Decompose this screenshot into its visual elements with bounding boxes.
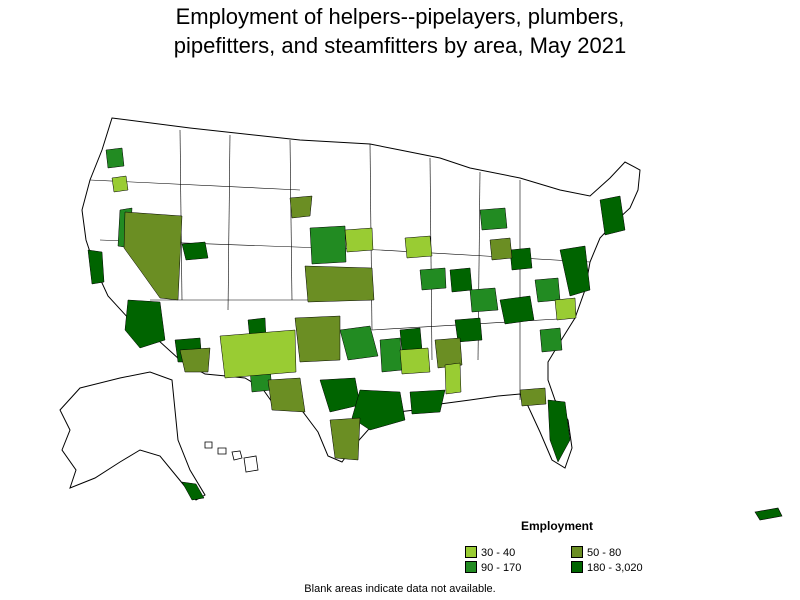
alaska-shaded-area	[181, 481, 205, 501]
legend-label-50-80: 50 - 80	[587, 547, 622, 559]
puerto-rico	[754, 507, 783, 521]
legend-item-180-3020: 180 - 3,020	[571, 561, 643, 575]
blank-areas-note: Blank areas indicate data not available.	[304, 583, 496, 595]
legend-title: Employment	[521, 519, 594, 533]
hawaii-islands	[204, 441, 259, 473]
areas-50-80	[123, 195, 547, 461]
legend-swatch-180-3020	[571, 561, 583, 573]
legend-item-90-170: 90 - 170	[465, 561, 521, 575]
areas-90-170	[105, 147, 563, 393]
legend-label-90-170: 90 - 170	[481, 562, 522, 574]
legend-item-30-40: 30 - 40	[465, 546, 515, 560]
legend-swatch-30-40	[465, 546, 477, 558]
legend-label-30-40: 30 - 40	[481, 547, 516, 559]
legend-label-180-3020: 180 - 3,020	[587, 562, 643, 574]
map-title-line-2: pipefitters, and steamfitters by area, M…	[173, 33, 627, 58]
areas-30-40	[111, 175, 577, 395]
legend-item-50-80: 50 - 80	[571, 546, 621, 560]
legend-swatch-50-80	[571, 546, 583, 558]
legend-swatch-90-170	[465, 561, 477, 573]
map-title: Employment of helpers--pipelayers, plumb…	[0, 2, 800, 60]
alaska-outline	[59, 371, 206, 501]
areas-180-3020	[87, 195, 626, 463]
map-title-line-1: Employment of helpers--pipelayers, plumb…	[175, 4, 625, 29]
